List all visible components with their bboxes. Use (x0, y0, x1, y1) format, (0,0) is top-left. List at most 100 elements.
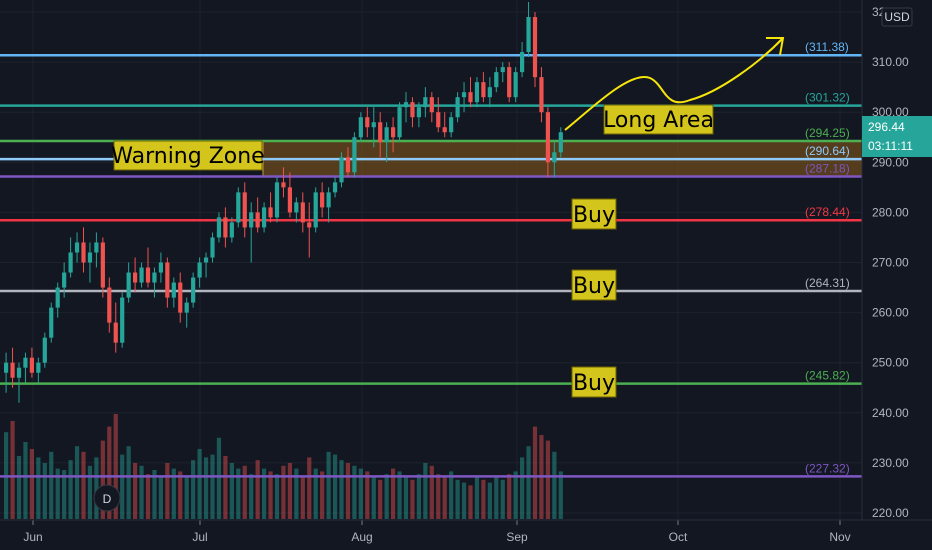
candle-body[interactable] (236, 192, 241, 223)
candle-body[interactable] (107, 287, 112, 323)
candle-body[interactable] (36, 362, 41, 373)
candle-body[interactable] (461, 92, 467, 98)
candle-body[interactable] (539, 77, 544, 113)
candle-body[interactable] (249, 212, 254, 228)
candle-body[interactable] (545, 112, 550, 163)
price-axis[interactable] (862, 0, 932, 550)
candle-body[interactable] (403, 102, 409, 108)
candle-body[interactable] (242, 192, 247, 228)
candle-body[interactable] (165, 262, 170, 298)
candle-body[interactable] (532, 17, 538, 78)
candle-body[interactable] (216, 217, 222, 238)
candle-body[interactable] (391, 127, 396, 138)
candle-body[interactable] (23, 357, 28, 368)
candle-body[interactable] (171, 282, 176, 298)
candle-body[interactable] (120, 297, 125, 343)
candle-body[interactable] (474, 82, 480, 103)
candle-body[interactable] (300, 202, 305, 223)
candle-body[interactable] (358, 117, 363, 138)
y-tick-label: 240.00 (872, 406, 909, 420)
candle-body[interactable] (320, 192, 325, 208)
candle-body[interactable] (371, 122, 376, 128)
candle-body[interactable] (158, 262, 163, 273)
candle-body[interactable] (442, 127, 447, 133)
candle-body[interactable] (352, 137, 357, 173)
candle-body[interactable] (55, 287, 60, 308)
candle-body[interactable] (223, 217, 228, 238)
candle-body[interactable] (507, 67, 512, 98)
volume-bar (345, 463, 351, 519)
candle-body[interactable] (126, 272, 131, 298)
candle-body[interactable] (384, 127, 389, 143)
candle-body[interactable] (133, 272, 138, 283)
candle-body[interactable] (4, 362, 9, 373)
candle-body[interactable] (429, 97, 434, 113)
candle-body[interactable] (416, 107, 421, 118)
candle-body[interactable] (326, 192, 331, 208)
candle-body[interactable] (313, 192, 318, 228)
candle-body[interactable] (29, 357, 34, 373)
candle-body[interactable] (49, 307, 54, 338)
candle-body[interactable] (558, 132, 563, 153)
candle-body[interactable] (184, 302, 189, 313)
candle-body[interactable] (520, 52, 525, 73)
candle-body[interactable] (526, 17, 531, 53)
currency-badge[interactable]: USD (881, 7, 913, 27)
candle-body[interactable] (262, 207, 267, 228)
candle-body[interactable] (152, 272, 157, 283)
candle-body[interactable] (281, 182, 286, 188)
candle-body[interactable] (481, 82, 486, 98)
candle-body[interactable] (274, 182, 280, 218)
candle-body[interactable] (455, 97, 460, 118)
candle-body[interactable] (203, 257, 209, 263)
candle-body[interactable] (42, 337, 47, 363)
candle-body[interactable] (62, 272, 67, 288)
volume-bar (133, 463, 138, 519)
candle-body[interactable] (552, 152, 557, 163)
candle-body[interactable] (307, 222, 312, 228)
candle-body[interactable] (100, 242, 105, 288)
interval-badge[interactable]: D (93, 484, 121, 512)
candle-body[interactable] (94, 242, 99, 253)
candle-body[interactable] (81, 242, 86, 263)
volume-bar (513, 471, 518, 519)
x-tick-label: Jul (192, 530, 207, 544)
candle-body[interactable] (487, 87, 492, 98)
candle-body[interactable] (16, 367, 22, 378)
candle-body[interactable] (500, 67, 505, 73)
candle-body[interactable] (139, 267, 144, 283)
candle-body[interactable] (10, 362, 15, 378)
candle-body[interactable] (397, 107, 402, 138)
candle-body[interactable] (229, 222, 234, 238)
candle-body[interactable] (294, 202, 299, 213)
candle-body[interactable] (87, 252, 93, 263)
candle-body[interactable] (255, 212, 260, 228)
time-axis-ticks[interactable]: Jun Jul Aug Sep Oct Nov (0, 519, 932, 544)
candle-body[interactable] (287, 187, 292, 213)
candle-body[interactable] (436, 112, 441, 128)
candle-body[interactable] (365, 117, 370, 128)
candle-body[interactable] (494, 72, 499, 88)
candle-body[interactable] (345, 157, 351, 173)
candle-body[interactable] (468, 92, 473, 103)
candle-body[interactable] (410, 102, 415, 118)
candle-body[interactable] (268, 207, 273, 218)
candle-body[interactable] (339, 157, 344, 183)
candle-body[interactable] (332, 182, 338, 193)
candle-body[interactable] (74, 242, 80, 253)
candle-body[interactable] (113, 322, 118, 343)
candle-body[interactable] (449, 117, 454, 133)
buy-label-2: Buy (573, 274, 615, 299)
candle-body[interactable] (423, 97, 428, 108)
candle-body[interactable] (210, 237, 215, 258)
candle-body[interactable] (378, 122, 383, 143)
candle-body[interactable] (191, 277, 196, 303)
volume-bar (23, 442, 28, 519)
candle-body[interactable] (145, 267, 151, 283)
candle-body[interactable] (68, 252, 73, 273)
candle-body[interactable] (197, 262, 202, 278)
candlesticks[interactable] (4, 2, 563, 403)
candle-body[interactable] (513, 72, 518, 98)
candle-body[interactable] (178, 282, 183, 313)
